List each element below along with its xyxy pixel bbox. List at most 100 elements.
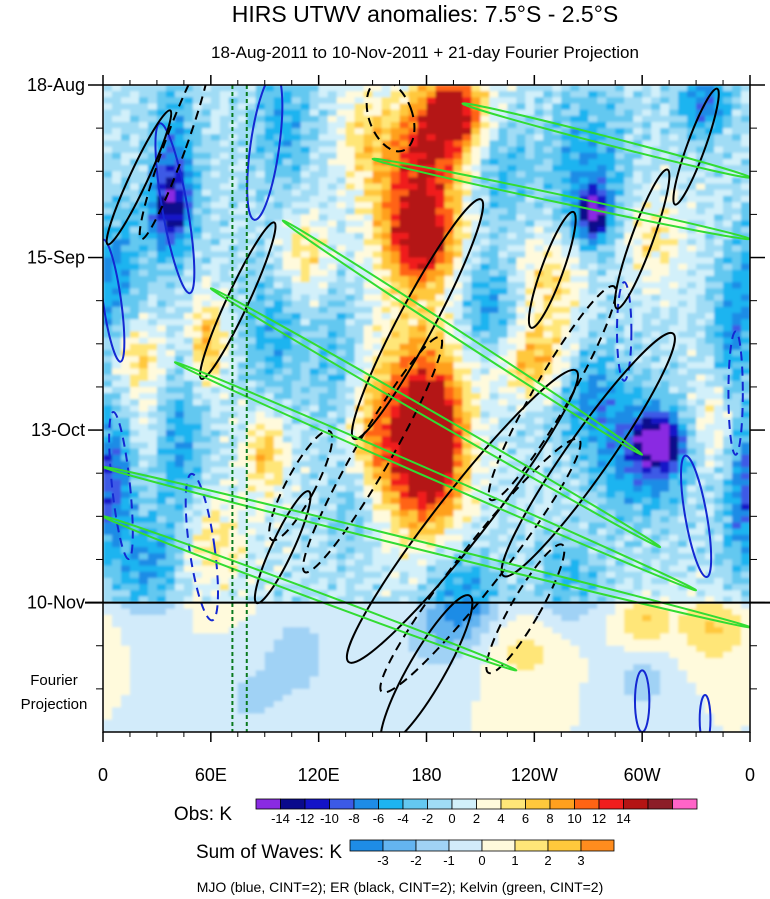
anomaly-cell (678, 393, 688, 400)
anomaly-cell (354, 251, 365, 259)
anomaly-cell (615, 239, 625, 246)
anomaly-cell (741, 349, 750, 357)
anomaly-cell (606, 146, 616, 154)
anomaly-cell (687, 479, 697, 487)
anomaly-cell (210, 510, 221, 517)
anomaly-cell (516, 288, 526, 296)
anomaly-cell (174, 232, 185, 240)
anomaly-cell (111, 319, 122, 326)
anomaly-cell (156, 319, 167, 326)
anomaly-cell (489, 491, 499, 499)
anomaly-cell (318, 109, 329, 117)
anomaly-cell (417, 294, 428, 302)
anomaly-cell (246, 115, 257, 123)
anomaly-cell (111, 349, 122, 357)
anomaly-cell (741, 121, 750, 129)
anomaly-cell (471, 460, 482, 468)
anomaly-cell (462, 504, 473, 511)
anomaly-cell (471, 343, 482, 351)
anomaly-cell (498, 195, 508, 203)
anomaly-cell (687, 263, 697, 271)
anomaly-cell (165, 473, 176, 480)
anomaly-cell (219, 423, 230, 431)
anomaly-cell (165, 417, 176, 425)
anomaly-cell (111, 331, 122, 339)
anomaly-cell (147, 491, 158, 499)
anomaly-cell (426, 374, 437, 382)
anomaly-cell (543, 319, 553, 326)
anomaly-cell (255, 282, 266, 289)
anomaly-cell (480, 152, 491, 160)
anomaly-cell (507, 195, 517, 203)
anomaly-cell (597, 300, 607, 308)
anomaly-cell (570, 423, 580, 431)
anomaly-cell (264, 442, 275, 450)
anomaly-cell (507, 349, 517, 357)
anomaly-cell (714, 368, 724, 376)
anomaly-cell (687, 343, 697, 351)
anomaly-cell (570, 282, 580, 289)
anomaly-cell (597, 115, 607, 123)
anomaly-cell (282, 417, 293, 425)
anomaly-cell (129, 220, 140, 228)
anomaly-cell (489, 393, 499, 400)
anomaly-cell (552, 165, 562, 172)
anomaly-cell (525, 436, 535, 443)
anomaly-cell (381, 294, 392, 302)
anomaly-cell (525, 152, 535, 160)
anomaly-cell (354, 356, 365, 363)
anomaly-cell (606, 380, 616, 388)
anomaly-cell (525, 171, 535, 179)
anomaly-cell (309, 349, 320, 357)
anomaly-cell (507, 337, 517, 345)
anomaly-cell (534, 165, 544, 172)
anomaly-cell (669, 430, 679, 437)
anomaly-cell (291, 109, 302, 117)
anomaly-cell (741, 411, 750, 419)
anomaly-cell (264, 97, 275, 105)
anomaly-cell (408, 220, 419, 228)
anomaly-cell (129, 208, 140, 215)
anomaly-cell (156, 448, 167, 456)
anomaly-cell (741, 263, 750, 271)
anomaly-cell (687, 276, 697, 283)
anomaly-cell (435, 257, 446, 265)
anomaly-cell (471, 220, 482, 228)
anomaly-cell (183, 300, 194, 308)
anomaly-cell (516, 423, 526, 431)
anomaly-cell (174, 109, 185, 117)
anomaly-cell (426, 128, 437, 135)
anomaly-cell (408, 239, 419, 246)
anomaly-cell (228, 146, 239, 154)
anomaly-cell (183, 251, 194, 259)
anomaly-cell (741, 436, 750, 443)
anomaly-cell (246, 300, 257, 308)
anomaly-cell (633, 417, 643, 425)
anomaly-cell (147, 202, 158, 209)
anomaly-cell (192, 380, 203, 388)
anomaly-cell (372, 220, 383, 228)
anomaly-cell (129, 251, 140, 259)
anomaly-cell (309, 177, 320, 185)
anomaly-cell (273, 232, 284, 240)
anomaly-cell (309, 189, 320, 197)
anomaly-cell (399, 134, 410, 142)
anomaly-cell (237, 97, 248, 105)
anomaly-cell (156, 239, 167, 246)
anomaly-cell (372, 140, 383, 148)
anomaly-cell (561, 177, 571, 185)
anomaly-cell (255, 454, 266, 462)
anomaly-cell (390, 91, 401, 98)
anomaly-cell (714, 312, 724, 320)
anomaly-cell (615, 146, 625, 154)
anomaly-cell (210, 485, 221, 493)
anomaly-cell (156, 393, 167, 400)
anomaly-cell (201, 128, 212, 135)
anomaly-cell (732, 177, 742, 185)
anomaly-cell (291, 368, 302, 376)
anomaly-cell (660, 140, 670, 148)
anomaly-cell (696, 479, 706, 487)
anomaly-cell (291, 405, 302, 413)
anomaly-cell (399, 263, 410, 271)
anomaly-cell (300, 103, 311, 111)
